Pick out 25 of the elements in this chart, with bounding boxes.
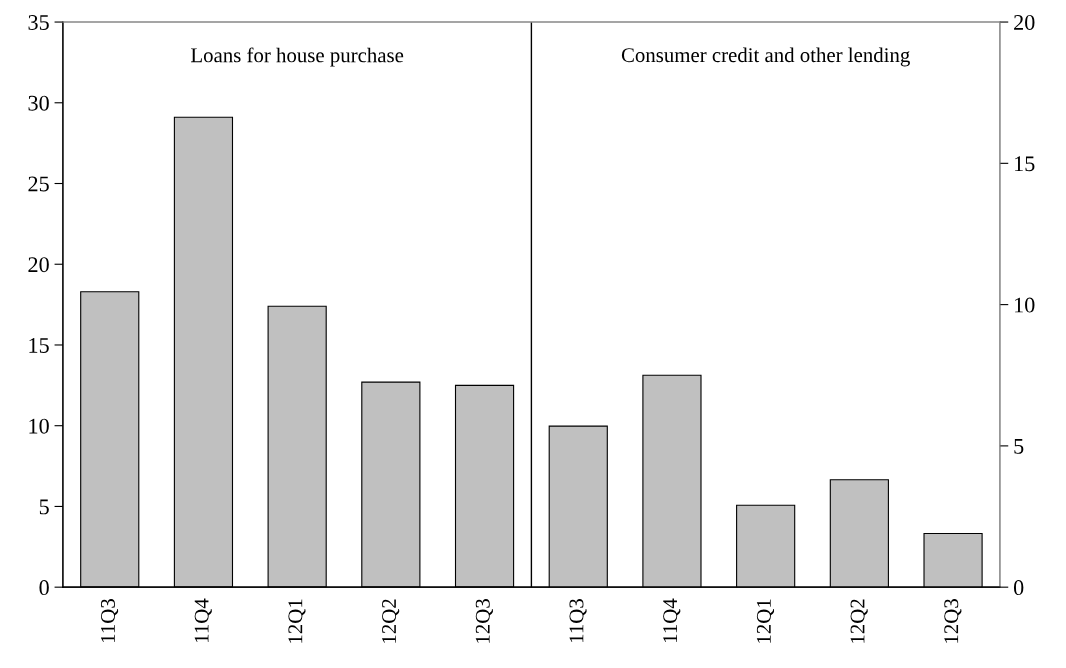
y2-tick-label: 10 xyxy=(1015,297,1035,313)
annotation: Loans for house purchase xyxy=(191,47,404,67)
x-tick-label: 11Q4 xyxy=(663,598,681,642)
x-tick-label: 12Q2 xyxy=(382,599,400,643)
y-tick-label: 15 xyxy=(29,338,49,353)
x-tick-label: 11Q3 xyxy=(100,599,119,642)
y-tick-label: 30 xyxy=(28,95,49,111)
x-tick-label: 12Q1 xyxy=(288,599,306,643)
annotation: Consumer credit and other lending xyxy=(621,47,910,67)
y2-tick-label: 15 xyxy=(1015,156,1035,172)
y2-tick-label: 5 xyxy=(1014,439,1024,454)
x-tick-label: 12Q3 xyxy=(475,599,493,643)
y-tick-label: 10 xyxy=(29,418,49,434)
y2-tick-label: 0 xyxy=(1013,580,1024,596)
y-tick-label: 25 xyxy=(28,176,49,192)
y-tick-label: 5 xyxy=(39,499,49,515)
x-tick-label: 12Q2 xyxy=(850,599,868,643)
y-tick-label: 35 xyxy=(28,15,49,30)
x-tick-label: 12Q1 xyxy=(756,599,775,643)
y-tick-label: 0 xyxy=(39,580,49,596)
x-tick-label: 11Q4 xyxy=(194,598,212,642)
x-tick-label: 11Q3 xyxy=(569,599,587,642)
x-tick-label: 12Q3 xyxy=(944,599,962,643)
y2-tick-label: 20 xyxy=(1014,14,1035,30)
y-tick-label: 20 xyxy=(28,257,49,273)
